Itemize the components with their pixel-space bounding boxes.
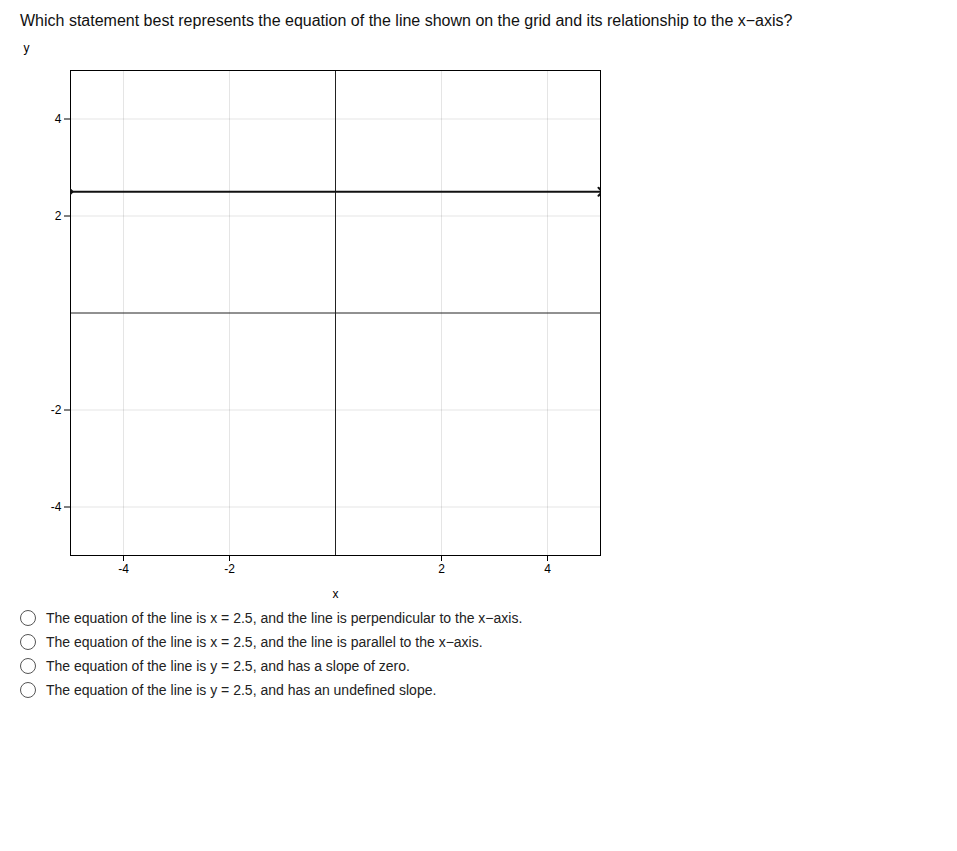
svg-text:4: 4 [544, 562, 551, 576]
svg-text:2: 2 [55, 209, 62, 223]
svg-text:4: 4 [55, 112, 62, 126]
svg-text:x: x [333, 587, 339, 601]
html-text:The equation of the line is x: The equation of the line is x = 2.5, and… [46, 610, 523, 626]
html-text:The equation of the line is x: The equation of the line is x = 2.5, and… [46, 634, 483, 650]
svg-text:2: 2 [438, 562, 445, 576]
html-text:Which statement best represent: Which statement best represents the equa… [20, 12, 793, 29]
html-text:The equation of the line is y: The equation of the line is y = 2.5, and… [46, 682, 437, 698]
html-text:The equation of the line is y: The equation of the line is y = 2.5, and… [46, 658, 410, 674]
svg-text:-2: -2 [224, 562, 235, 576]
svg-text:-2: -2 [51, 403, 62, 417]
svg-text:y: y [24, 41, 30, 55]
svg-text:-4: -4 [51, 500, 62, 514]
svg-text:-4: -4 [118, 562, 129, 576]
